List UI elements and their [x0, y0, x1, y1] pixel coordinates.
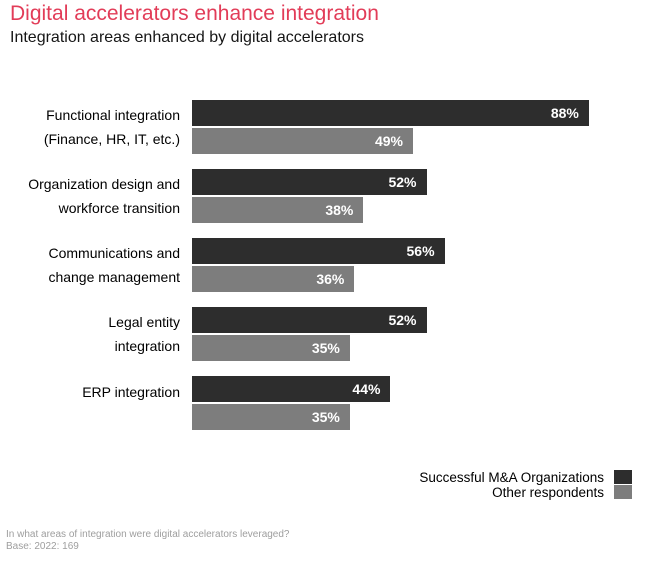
bar-value-label: 52% — [388, 174, 417, 190]
legend: Successful M&A Organizations Other respo… — [419, 469, 632, 500]
category-label-line: change management — [48, 269, 180, 285]
bar-value-label: 44% — [352, 381, 381, 397]
legend-label: Successful M&A Organizations — [419, 469, 604, 485]
bar-pair: 52% 38% — [192, 169, 427, 223]
bar-successful: 88% — [192, 100, 589, 126]
bar-value-label: 88% — [550, 105, 579, 121]
bar-value-label: 38% — [325, 202, 354, 218]
bar-pair: 52% 35% — [192, 307, 427, 361]
bar-chart: Functional integration (Finance, HR, IT,… — [0, 100, 656, 430]
bar-value-label: 56% — [406, 243, 435, 259]
legend-item-other: Other respondents — [492, 484, 632, 500]
category-label: ERP integration — [0, 365, 180, 419]
footnote-question: In what areas of integration were digita… — [6, 529, 290, 540]
bar-pair: 56% 36% — [192, 238, 445, 292]
category-label-line: Communications and — [48, 245, 180, 261]
bar-group: Communications and change management 56%… — [0, 238, 656, 292]
bar-value-label: 49% — [374, 133, 403, 149]
footnote: In what areas of integration were digita… — [6, 529, 290, 553]
bar-value-label: 35% — [311, 409, 340, 425]
bar-other: 38% — [192, 197, 364, 223]
legend-item-successful: Successful M&A Organizations — [419, 469, 632, 485]
footnote-base: Base: 2022: 169 — [6, 541, 79, 552]
bar-successful: 56% — [192, 238, 445, 264]
bar-other: 35% — [192, 404, 350, 430]
category-label-line: ERP integration — [82, 384, 180, 400]
bar-successful: 52% — [192, 307, 427, 333]
legend-label: Other respondents — [492, 484, 604, 500]
bar-other: 35% — [192, 335, 350, 361]
bar-value-label: 52% — [388, 312, 417, 328]
bar-pair: 88% 49% — [192, 100, 589, 154]
category-label-line: (Finance, HR, IT, etc.) — [43, 131, 180, 147]
bar-pair: 44% 35% — [192, 376, 391, 430]
category-label: Functional integration (Finance, HR, IT,… — [0, 100, 180, 154]
bar-group: Legal entity integration 52% 35% — [0, 307, 656, 361]
bar-group: Functional integration (Finance, HR, IT,… — [0, 100, 656, 154]
bar-group: Organization design and workforce transi… — [0, 169, 656, 223]
bar-value-label: 36% — [316, 271, 345, 287]
page-subtitle: Integration areas enhanced by digital ac… — [10, 29, 364, 46]
page-title: Digital accelerators enhance integration — [10, 2, 379, 25]
category-label: Communications and change management — [0, 238, 180, 292]
bar-other: 49% — [192, 128, 413, 154]
category-label: Organization design and workforce transi… — [0, 169, 180, 223]
category-label-line: integration — [114, 338, 180, 354]
legend-swatch-dark — [614, 470, 632, 484]
bar-other: 36% — [192, 266, 355, 292]
bar-value-label: 35% — [311, 340, 340, 356]
bar-group: ERP integration 44% 35% — [0, 376, 656, 430]
category-label-line: Functional integration — [46, 107, 180, 123]
bar-successful: 52% — [192, 169, 427, 195]
legend-swatch-gray — [614, 485, 632, 499]
category-label-line: workforce transition — [58, 200, 180, 216]
category-label-line: Legal entity — [108, 314, 180, 330]
category-label: Legal entity integration — [0, 307, 180, 361]
bar-successful: 44% — [192, 376, 391, 402]
category-label-line: Organization design and — [28, 176, 180, 192]
